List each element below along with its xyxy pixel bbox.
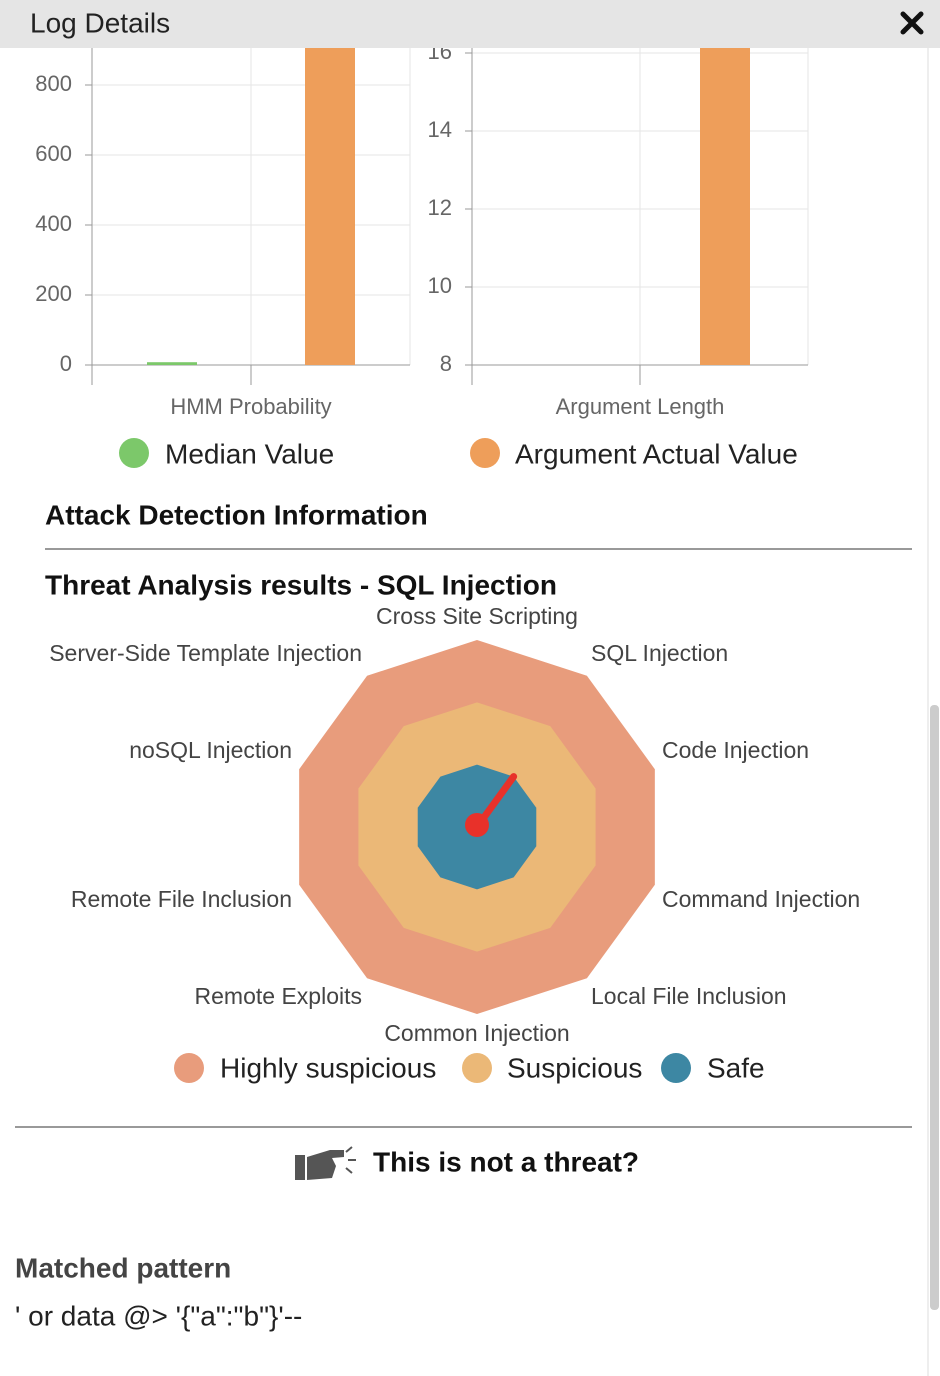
- legend-swatch: [661, 1053, 691, 1083]
- legend-swatch: [462, 1053, 492, 1083]
- y-tick-label: 12: [428, 195, 452, 220]
- matched-title: Matched pattern: [15, 1252, 231, 1283]
- x-axis-label: Argument Length: [556, 394, 725, 419]
- matched-pattern: ' or data @> '{"a":"b"}'--: [15, 1300, 302, 1331]
- content: 02004006008001000HMM Probability81012141…: [23, 1, 860, 1084]
- radar-label: Code Injection: [662, 737, 809, 763]
- radar-label: SQL Injection: [591, 640, 728, 666]
- bar: [700, 14, 750, 365]
- close-button[interactable]: [900, 11, 924, 35]
- section-title: Attack Detection Information: [45, 499, 428, 530]
- radar-label: noSQL Injection: [129, 737, 292, 763]
- header: Log Details: [0, 0, 940, 48]
- radar-label: Cross Site Scripting: [376, 603, 578, 629]
- hand-icon: [295, 1146, 356, 1180]
- y-tick-label: 14: [428, 117, 452, 142]
- y-tick-label: 800: [35, 71, 72, 96]
- y-tick-label: 600: [35, 141, 72, 166]
- radar-label: Local File Inclusion: [591, 983, 787, 1009]
- radar-label: Command Injection: [662, 886, 860, 912]
- not-threat-link[interactable]: This is not a threat?: [373, 1146, 639, 1177]
- legend-label: Median Value: [165, 438, 334, 469]
- legend-swatch: [470, 438, 500, 468]
- legend-swatch: [174, 1053, 204, 1083]
- legend-label: Suspicious: [507, 1052, 642, 1083]
- y-tick-label: 8: [440, 351, 452, 376]
- scrollbar: [930, 705, 939, 1310]
- header-bar: [0, 0, 940, 48]
- needle-hub: [465, 813, 489, 837]
- y-tick-label: 10: [428, 273, 452, 298]
- legend-label: Safe: [707, 1052, 765, 1083]
- radar-title: Threat Analysis results - SQL Injection: [45, 569, 557, 600]
- x-axis-label: HMM Probability: [170, 394, 331, 419]
- y-tick-label: 400: [35, 211, 72, 236]
- radar-label: Remote File Inclusion: [71, 886, 292, 912]
- y-tick-label: 200: [35, 281, 72, 306]
- bar: [305, 15, 355, 365]
- radar-label: Server-Side Template Injection: [49, 640, 362, 666]
- radar-label: Common Injection: [384, 1020, 569, 1046]
- legend-swatch: [119, 438, 149, 468]
- radar-label: Remote Exploits: [195, 983, 362, 1009]
- header-title: Log Details: [30, 7, 170, 38]
- legend-label: Argument Actual Value: [515, 438, 798, 469]
- bar: [147, 362, 197, 365]
- y-tick-label: 0: [60, 351, 72, 376]
- legend-label: Highly suspicious: [220, 1052, 436, 1083]
